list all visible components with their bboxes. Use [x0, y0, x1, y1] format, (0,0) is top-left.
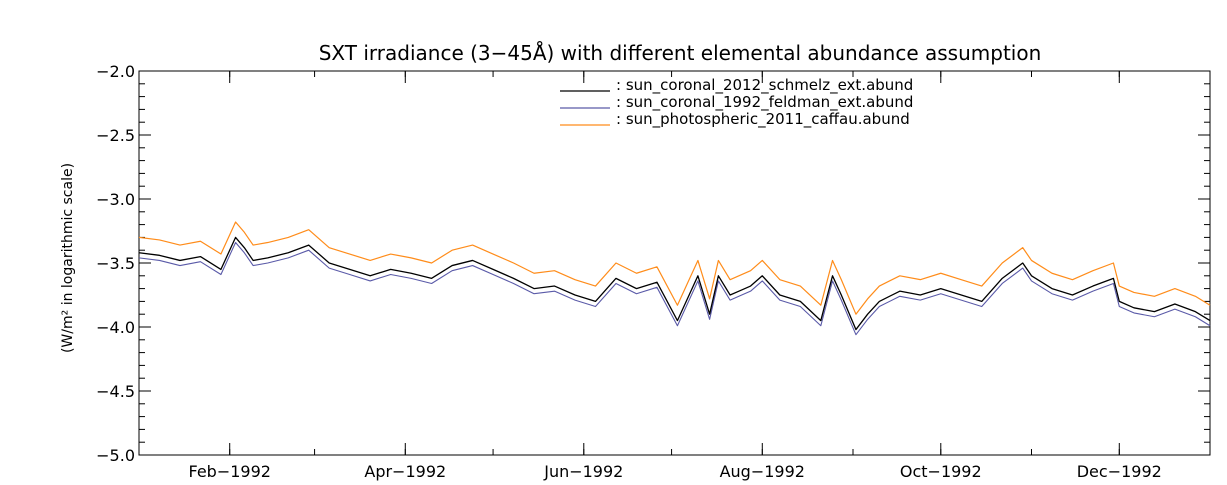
series-line-1 [138, 241, 1211, 336]
x-axis: Feb−1992 Apr−1992 Jun−1992 Aug−1992 Oct−1992… [138, 71, 1211, 481]
y-tick-label: −4.5 [96, 382, 135, 401]
series-line-2 [138, 221, 1211, 315]
y-axis: −2.0 −2.5 −3.0 −3.5 −4.0 −4.5 −5.0 [96, 62, 1210, 465]
y-tick-label: −2.5 [96, 126, 135, 145]
x-tick-label: Jun−1992 [543, 462, 623, 481]
y-tick-label: −4.0 [96, 318, 135, 337]
y-tick-label: −3.5 [96, 254, 135, 273]
plot-frame [138, 70, 1211, 456]
series-group [138, 221, 1211, 336]
legend: : sun_coronal_2012_schmelz_ext.abund: su… [560, 76, 913, 129]
x-tick-label: Apr−1992 [364, 462, 446, 481]
legend-label-1: : sun_coronal_1992_feldman_ext.abund [616, 93, 913, 112]
x-tick-label: Aug−1992 [720, 462, 805, 481]
legend-label-2: : sun_photospheric_2011_caffau.abund [616, 110, 910, 129]
y-tick-label: −2.0 [96, 62, 135, 81]
x-tick-label: Oct−1992 [900, 462, 982, 481]
y-tick-label: −5.0 [96, 446, 135, 465]
y-axis-label: (W/m² in logarithmic scale) [60, 163, 76, 353]
y-tick-label: −3.0 [96, 190, 135, 209]
legend-label-0: : sun_coronal_2012_schmelz_ext.abund [616, 76, 913, 95]
x-tick-label: Dec−1992 [1077, 462, 1162, 481]
series-line-0 [138, 236, 1211, 331]
chart-title: SXT irradiance (3−45Å) with different el… [319, 41, 1042, 65]
x-tick-label: Feb−1992 [188, 462, 270, 481]
